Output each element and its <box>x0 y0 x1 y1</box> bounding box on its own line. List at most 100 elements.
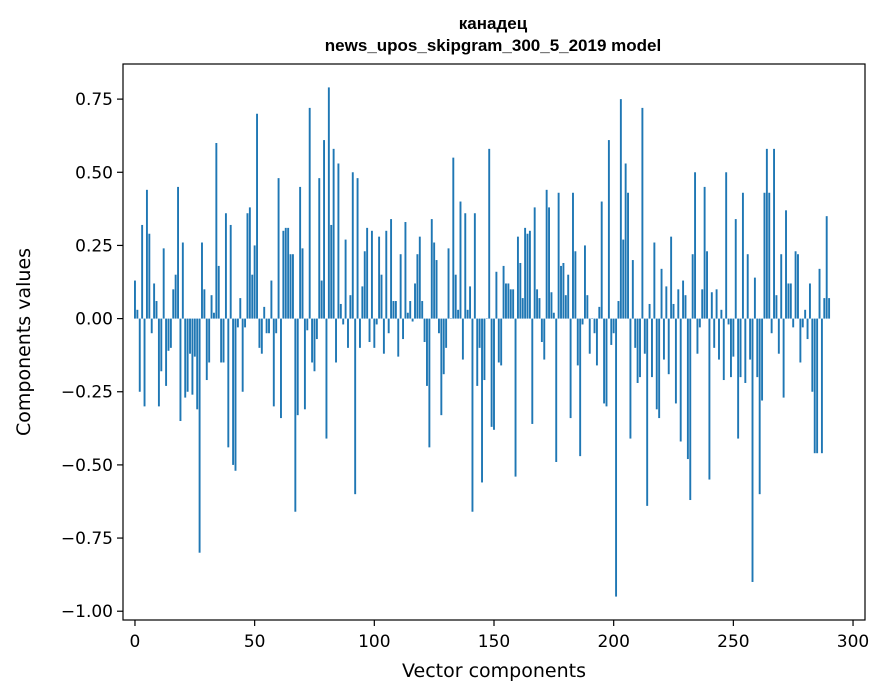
bar <box>150 318 153 334</box>
bar <box>588 318 591 354</box>
bar <box>471 318 474 512</box>
bar <box>447 248 450 319</box>
bar <box>356 178 359 319</box>
bar <box>239 298 242 319</box>
y-tick-label: 0.25 <box>75 236 113 256</box>
bar <box>303 318 306 410</box>
bar <box>272 318 275 407</box>
bar <box>741 192 744 319</box>
bar <box>136 309 139 319</box>
bar <box>299 186 302 319</box>
bar <box>670 236 673 319</box>
bar <box>684 295 687 319</box>
bar <box>229 224 232 319</box>
bar <box>198 318 201 553</box>
bar <box>416 254 419 319</box>
x-tick-label: 0 <box>130 632 141 652</box>
bar <box>505 283 507 319</box>
bar <box>641 107 644 319</box>
bar <box>744 318 747 383</box>
bar <box>768 192 771 319</box>
bar <box>308 107 311 319</box>
bar <box>775 295 778 319</box>
bar <box>631 260 634 319</box>
bar <box>263 306 266 319</box>
bar <box>256 113 258 319</box>
bar <box>469 286 472 319</box>
bar <box>689 318 692 501</box>
bar <box>260 318 263 354</box>
bar <box>423 318 426 342</box>
bar <box>213 312 215 319</box>
bar <box>375 318 378 325</box>
bar <box>162 248 165 319</box>
bar <box>258 318 261 348</box>
bar <box>196 318 199 410</box>
bar <box>232 318 235 465</box>
bar <box>394 301 397 319</box>
bar <box>816 318 819 454</box>
bar <box>758 318 761 495</box>
bar <box>390 219 393 319</box>
y-axis-label: Components values <box>13 248 35 436</box>
bar <box>459 201 462 319</box>
bar <box>172 289 175 319</box>
bar <box>466 309 469 319</box>
bar <box>227 318 230 448</box>
bar <box>665 286 668 319</box>
bar <box>813 318 816 454</box>
bar <box>490 318 493 427</box>
bar <box>710 292 713 319</box>
bar <box>610 318 613 345</box>
bar <box>421 301 424 319</box>
bar <box>634 318 637 348</box>
bar <box>378 236 381 319</box>
bar <box>201 242 203 319</box>
bar <box>445 318 448 348</box>
bar <box>210 295 213 319</box>
chart-title-line-2: news_upos_skipgram_300_5_2019 model <box>325 36 661 55</box>
x-tick-label: 300 <box>837 632 869 652</box>
bar <box>217 265 220 319</box>
x-tick-label: 100 <box>358 632 390 652</box>
bar <box>145 189 148 319</box>
bar <box>761 318 764 401</box>
bar <box>801 318 804 328</box>
bar <box>607 140 610 319</box>
bar <box>730 318 732 378</box>
bar <box>169 318 172 348</box>
bar <box>746 254 749 319</box>
bar <box>825 216 828 319</box>
bar <box>481 318 483 483</box>
bar <box>562 262 565 319</box>
bar <box>153 283 156 319</box>
bar <box>799 318 802 363</box>
bar <box>402 318 404 340</box>
bar <box>797 254 799 319</box>
bar <box>414 283 416 319</box>
bar <box>612 318 615 334</box>
bar <box>143 318 146 407</box>
bar <box>538 298 541 319</box>
bar <box>339 303 342 319</box>
bar <box>548 207 550 319</box>
bar <box>359 318 361 348</box>
bar <box>806 318 809 340</box>
bar <box>433 242 436 319</box>
bar <box>351 172 354 319</box>
bar <box>208 318 211 363</box>
bar <box>406 312 409 319</box>
bar <box>203 289 206 319</box>
bar <box>572 192 574 319</box>
bar <box>437 318 440 334</box>
y-tick-label: 0.75 <box>75 90 113 110</box>
y-tick-label: −0.25 <box>61 383 113 403</box>
bar <box>193 318 196 357</box>
bar <box>311 318 314 363</box>
bar <box>284 227 287 319</box>
bar <box>205 318 208 381</box>
bar <box>464 213 467 319</box>
bar <box>165 318 168 386</box>
bar <box>555 318 558 462</box>
bar <box>157 318 160 407</box>
